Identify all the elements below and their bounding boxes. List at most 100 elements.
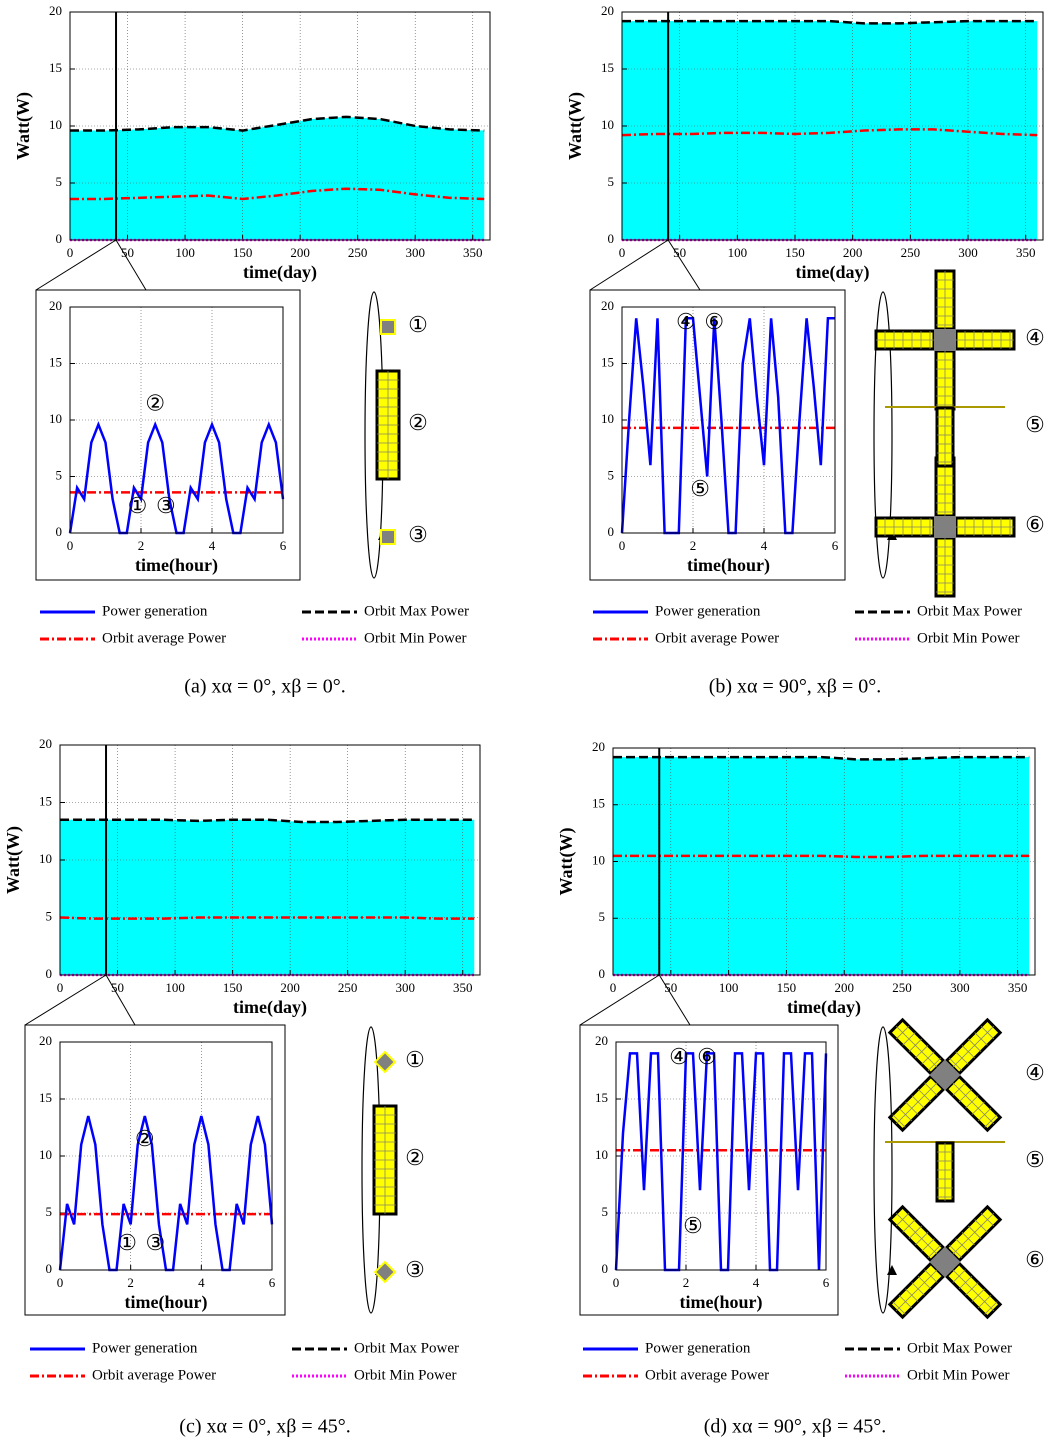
y-tick-label: 15 [39, 793, 52, 808]
x-tick-label: 150 [785, 245, 805, 260]
series-line [621, 128, 1038, 137]
solar-panel [935, 1141, 955, 1203]
y-tick-label: 5 [56, 467, 63, 482]
y-tick-label: 10 [592, 852, 605, 867]
series-line [613, 755, 1030, 761]
y-tick-label: 5 [602, 1204, 609, 1219]
x-tick-label: 2 [127, 1275, 134, 1290]
legend-label: Orbit Min Power [354, 1367, 457, 1383]
y-tick-label: 0 [56, 231, 63, 246]
satellite [887, 1017, 1003, 1133]
solar-panel [944, 1074, 1003, 1133]
y-axis-label: Watt(W) [13, 92, 34, 160]
annotation: ④ [676, 309, 696, 334]
cell-line [895, 1212, 938, 1255]
legend-label: Power generation [655, 603, 761, 619]
caption: (d) xα = 90°, xβ = 45°. [704, 1416, 887, 1438]
x-tick-label: 6 [269, 1275, 276, 1290]
x-tick-label: 150 [777, 980, 797, 995]
plot-frame [621, 306, 836, 534]
series-line [613, 854, 1030, 859]
x-tick-label: 300 [395, 980, 415, 995]
plot-frame [69, 306, 284, 534]
x-tick-label: 350 [463, 245, 483, 260]
y-tick-label: 5 [56, 174, 63, 189]
x-tick-label: 4 [198, 1275, 205, 1290]
legend-label: Orbit Min Power [917, 630, 1020, 646]
y-tick-label: 15 [601, 354, 614, 369]
series-line [70, 115, 485, 132]
y-tick-label: 15 [601, 60, 614, 75]
solar-panel [934, 536, 956, 598]
y-tick-label: 15 [39, 1090, 52, 1105]
annotation: ③ [146, 1230, 166, 1255]
y-tick-label: 5 [608, 467, 615, 482]
y-tick-label: 10 [595, 1147, 608, 1162]
x-tick-label: 6 [280, 538, 287, 553]
x-tick-label: 50 [673, 245, 686, 260]
satellite [874, 456, 1016, 598]
x-tick-label: 0 [67, 538, 74, 553]
x-tick-label: 150 [223, 980, 243, 995]
x-tick-label: 0 [57, 1275, 64, 1290]
x-tick-label: 6 [823, 1275, 830, 1290]
icon-label: ⑤ [1025, 1147, 1045, 1172]
cell-line [952, 1082, 995, 1125]
power-area [60, 819, 475, 975]
x-tick-label: 2 [138, 538, 145, 553]
annotation: ⑤ [683, 1213, 703, 1238]
x-tick-label: 2 [690, 538, 697, 553]
legend-label: Orbit Max Power [364, 603, 469, 619]
annotation: ⑤ [690, 476, 710, 501]
solar-panel [935, 406, 955, 468]
icon-label: ① [408, 312, 428, 337]
icon-label: ② [405, 1145, 425, 1170]
power-area [70, 116, 485, 240]
x-tick-label: 0 [613, 1275, 620, 1290]
x-tick-label: 250 [348, 245, 368, 260]
zoom-line [579, 974, 660, 1026]
caption: (a) xα = 0°, xβ = 0°. [184, 676, 345, 698]
x-tick-label: 350 [1008, 980, 1028, 995]
y-tick-label: 15 [49, 60, 62, 75]
annotation: ② [145, 390, 165, 415]
x-axis-label: time(hour) [125, 1292, 208, 1313]
y-tick-label: 10 [601, 411, 614, 426]
icon-label: ④ [1025, 325, 1045, 350]
annotation: ③ [156, 493, 176, 518]
satellite [887, 1204, 1003, 1320]
y-tick-label: 0 [608, 231, 615, 246]
satellite [874, 269, 1016, 411]
y-tick-label: 20 [49, 298, 62, 313]
x-axis-label: time(hour) [135, 555, 218, 576]
cell-line [952, 1269, 995, 1312]
y-tick-label: 0 [608, 524, 615, 539]
y-tick-label: 15 [592, 796, 605, 811]
caption: (c) xα = 0°, xβ = 45°. [179, 1416, 350, 1438]
annotation: ② [135, 1126, 155, 1151]
y-tick-label: 5 [608, 174, 615, 189]
plot-frame [615, 1041, 827, 1271]
legend-label: Orbit average Power [102, 630, 226, 646]
solar-panel [944, 1261, 1003, 1320]
annotation: ① [128, 493, 148, 518]
y-tick-label: 0 [46, 966, 53, 981]
satellite-body [373, 1050, 397, 1074]
icon-label: ⑥ [1025, 512, 1045, 537]
icon-label: ④ [1025, 1060, 1045, 1085]
x-axis-label: time(day) [787, 997, 861, 1018]
x-tick-label: 100 [728, 245, 748, 260]
y-tick-label: 0 [56, 524, 63, 539]
series-line [59, 916, 475, 920]
legend-label: Orbit average Power [655, 630, 779, 646]
y-tick-label: 10 [601, 117, 614, 132]
solar-panel [887, 1074, 946, 1133]
solar-panel [954, 329, 1016, 351]
legend-label: Orbit average Power [92, 1367, 216, 1383]
x-tick-label: 250 [892, 980, 912, 995]
satellite-body [380, 529, 396, 545]
plot-frame [69, 11, 491, 241]
x-tick-label: 150 [233, 245, 253, 260]
y-tick-label: 20 [39, 1033, 52, 1048]
